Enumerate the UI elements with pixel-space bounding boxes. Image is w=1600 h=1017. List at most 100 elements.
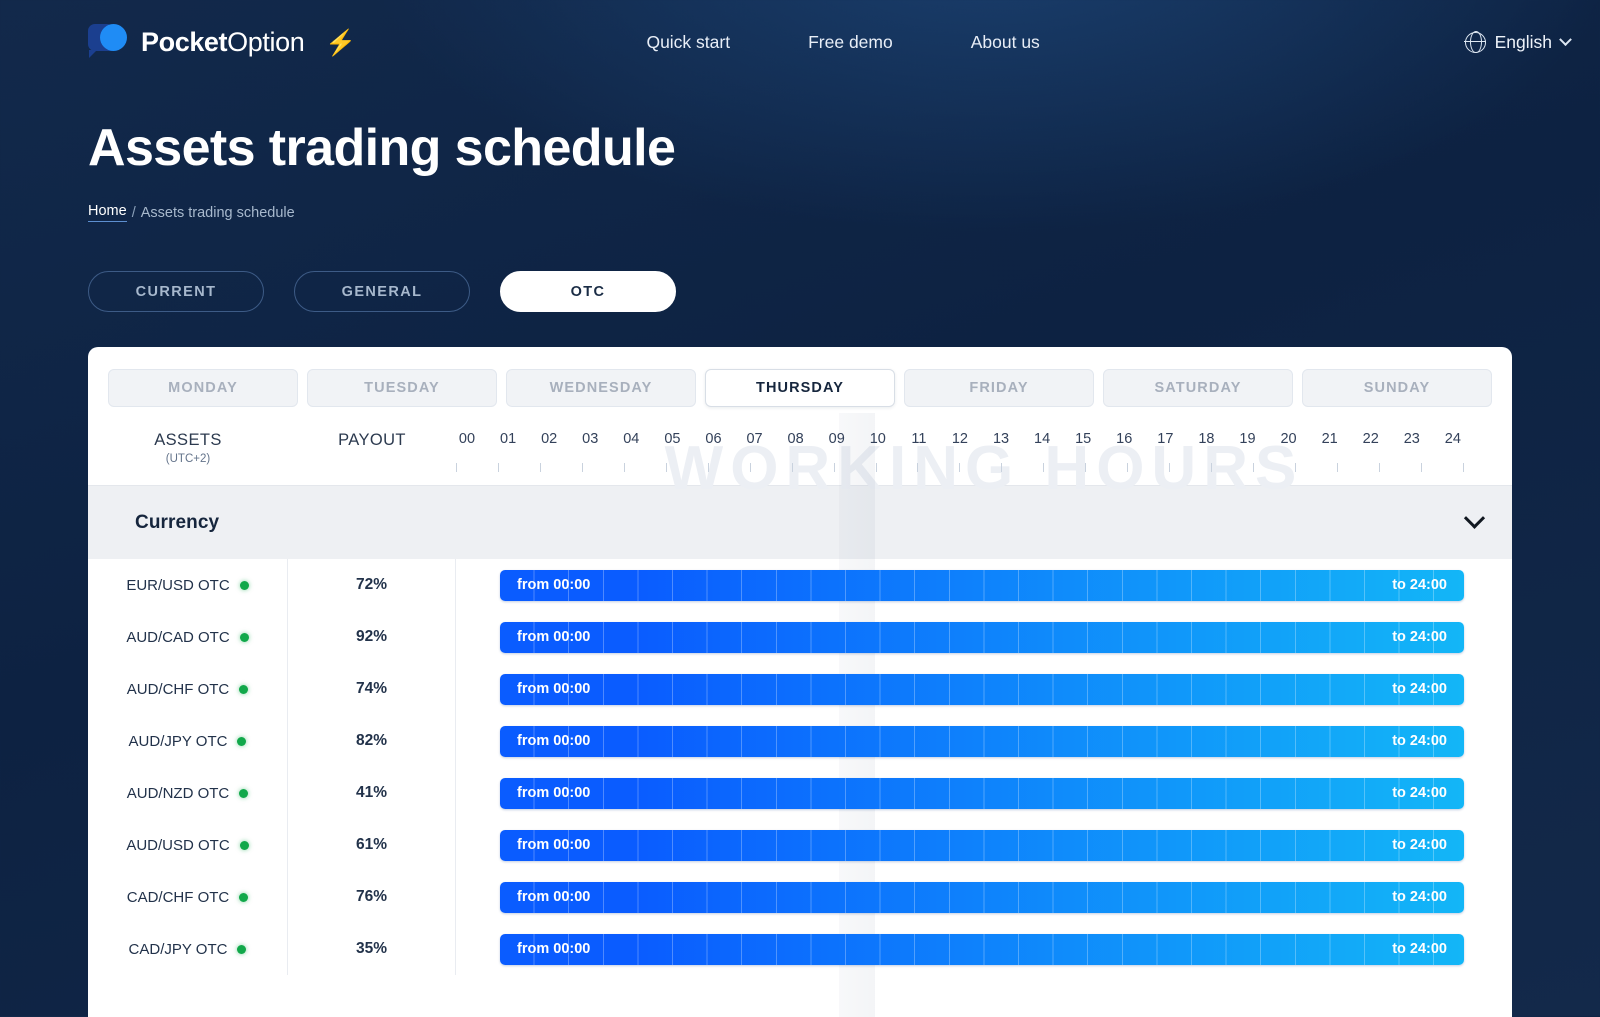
schedule-bar-cell: from 00:00 to 24:00: [456, 881, 1512, 913]
schedule-bar-cell: from 00:00 to 24:00: [456, 829, 1512, 861]
table-row[interactable]: AUD/CHF OTC 74% from 00:00 to 24:00: [88, 663, 1512, 716]
hour-tick-04: [623, 463, 625, 473]
payout-cell: 72%: [288, 559, 456, 612]
schedule-bar-cell: from 00:00 to 24:00: [456, 777, 1512, 809]
hour-tick-16: [1127, 463, 1129, 473]
hour-label-14: 14: [1034, 431, 1051, 448]
brand-logo[interactable]: PocketOption ⚡: [88, 23, 356, 61]
nav-link-quick-start[interactable]: Quick start: [646, 31, 731, 52]
nav-link-about-us[interactable]: About us: [970, 31, 1040, 52]
breadcrumb-home-link[interactable]: Home: [88, 203, 127, 223]
status-dot-icon: [239, 788, 249, 798]
table-row[interactable]: AUD/USD OTC 61% from 00:00 to 24:00: [88, 819, 1512, 872]
language-selector[interactable]: English: [1463, 30, 1572, 54]
asset-cell: AUD/JPY OTC: [88, 715, 288, 768]
hour-tick-21: [1337, 463, 1339, 473]
hour-tick-10: [875, 463, 877, 473]
brand-name: PocketOption: [141, 26, 305, 58]
schedule-panel: MONDAY TUESDAY WEDNESDAY THURSDAY FRIDAY…: [88, 347, 1512, 1017]
hour-label-16: 16: [1116, 431, 1133, 448]
day-tab-monday[interactable]: MONDAY: [108, 369, 298, 408]
asset-name: CAD/CHF OTC: [126, 888, 230, 906]
hour-label-03: 03: [582, 431, 599, 448]
hour-tick-24: [1462, 463, 1464, 473]
day-tab-sunday[interactable]: SUNDAY: [1302, 369, 1492, 408]
status-dot-icon: [237, 736, 247, 746]
table-row[interactable]: AUD/CAD OTC 92% from 00:00 to 24:00: [88, 611, 1512, 664]
weekday-tabs: MONDAY TUESDAY WEDNESDAY THURSDAY FRIDAY…: [88, 347, 1512, 408]
day-tab-thursday[interactable]: THURSDAY: [705, 369, 895, 408]
hour-tick-03: [581, 463, 583, 473]
hour-tick-12: [959, 463, 961, 473]
status-dot-icon: [239, 892, 249, 902]
hour-tick-22: [1378, 463, 1380, 473]
assets-timezone-label: (UTC+2): [165, 453, 211, 466]
hour-tick-18: [1211, 463, 1213, 473]
bar-from-label: from 00:00: [517, 733, 591, 750]
hour-label-05: 05: [664, 431, 681, 448]
bar-from-label: from 00:00: [517, 629, 591, 646]
hour-label-12: 12: [951, 431, 968, 448]
bar-to-label: to 24:00: [1392, 733, 1447, 750]
brand-name-bold: Pocket: [141, 26, 228, 57]
hour-label-15: 15: [1075, 431, 1092, 448]
working-hours-bar[interactable]: from 00:00 to 24:00: [500, 777, 1464, 809]
day-tab-tuesday[interactable]: TUESDAY: [307, 369, 497, 408]
asset-cell: CAD/JPY OTC: [88, 923, 288, 976]
schedule-bar-cell: from 00:00 to 24:00: [456, 569, 1512, 601]
main-nav-links: Quick start Free demo About us: [646, 32, 1039, 53]
tab-otc[interactable]: OTC: [500, 271, 676, 313]
hour-tick-17: [1169, 463, 1171, 473]
hour-tick-23: [1420, 463, 1422, 473]
nav-link-free-demo[interactable]: Free demo: [808, 31, 893, 52]
working-hours-bar[interactable]: from 00:00 to 24:00: [500, 673, 1464, 705]
hour-tick-01: [497, 463, 499, 473]
hour-label-07: 07: [746, 431, 763, 448]
table-row[interactable]: CAD/CHF OTC 76% from 00:00 to 24:00: [88, 871, 1512, 924]
hour-tick-00: [456, 463, 457, 473]
tab-general[interactable]: GENERAL: [294, 271, 470, 313]
hour-label-04: 04: [623, 431, 640, 448]
working-hours-bar[interactable]: from 00:00 to 24:00: [500, 725, 1464, 757]
hour-label-20: 20: [1280, 431, 1297, 448]
hour-tick-20: [1295, 463, 1297, 473]
bar-to-label: to 24:00: [1392, 577, 1447, 594]
hour-label-10: 10: [869, 431, 886, 448]
table-row[interactable]: AUD/JPY OTC 82% from 00:00 to 24:00: [88, 715, 1512, 768]
asset-name: AUD/NZD OTC: [126, 784, 230, 802]
tab-current[interactable]: CURRENT: [88, 271, 264, 313]
globe-icon: [1463, 30, 1487, 54]
working-hours-bar[interactable]: from 00:00 to 24:00: [500, 569, 1464, 601]
chevron-down-icon: [1559, 32, 1572, 46]
asset-name: CAD/JPY OTC: [128, 940, 228, 958]
hour-label-02: 02: [541, 431, 558, 448]
hour-tick-07: [749, 463, 751, 473]
asset-name: AUD/CHF OTC: [126, 680, 230, 698]
table-row[interactable]: EUR/USD OTC 72% from 00:00 to 24:00: [88, 559, 1512, 612]
working-hours-bar[interactable]: from 00:00 to 24:00: [500, 829, 1464, 861]
status-dot-icon: [239, 840, 249, 850]
payout-cell: 74%: [288, 663, 456, 716]
bar-from-label: from 00:00: [517, 941, 591, 958]
asset-name: AUD/JPY OTC: [128, 732, 228, 750]
table-header-row: ASSETS (UTC+2) PAYOUT WORKING HOURS 00 01…: [88, 407, 1512, 503]
schedule-bar-cell: from 00:00 to 24:00: [456, 933, 1512, 965]
hour-tick-06: [707, 463, 709, 473]
hour-label-23: 23: [1403, 431, 1420, 448]
day-tab-wednesday[interactable]: WEDNESDAY: [506, 369, 696, 408]
page-title: Assets trading schedule: [88, 119, 676, 177]
day-tab-saturday[interactable]: SATURDAY: [1103, 369, 1293, 408]
working-hours-bar[interactable]: from 00:00 to 24:00: [500, 621, 1464, 653]
chevron-down-icon[interactable]: [1463, 507, 1486, 530]
table-row[interactable]: AUD/NZD OTC 41% from 00:00 to 24:00: [88, 767, 1512, 820]
day-tab-friday[interactable]: FRIDAY: [904, 369, 1094, 408]
hour-tick-05: [665, 463, 667, 473]
group-header-currency[interactable]: Currency: [88, 485, 1512, 560]
table-row[interactable]: CAD/JPY OTC 35% from 00:00 to 24:00: [88, 923, 1512, 976]
bar-to-label: to 24:00: [1392, 629, 1447, 646]
working-hours-bar[interactable]: from 00:00 to 24:00: [500, 933, 1464, 965]
working-hours-bar[interactable]: from 00:00 to 24:00: [500, 881, 1464, 913]
hour-label-18: 18: [1198, 431, 1215, 448]
language-label: English: [1494, 31, 1552, 52]
bar-from-label: from 00:00: [517, 785, 591, 802]
